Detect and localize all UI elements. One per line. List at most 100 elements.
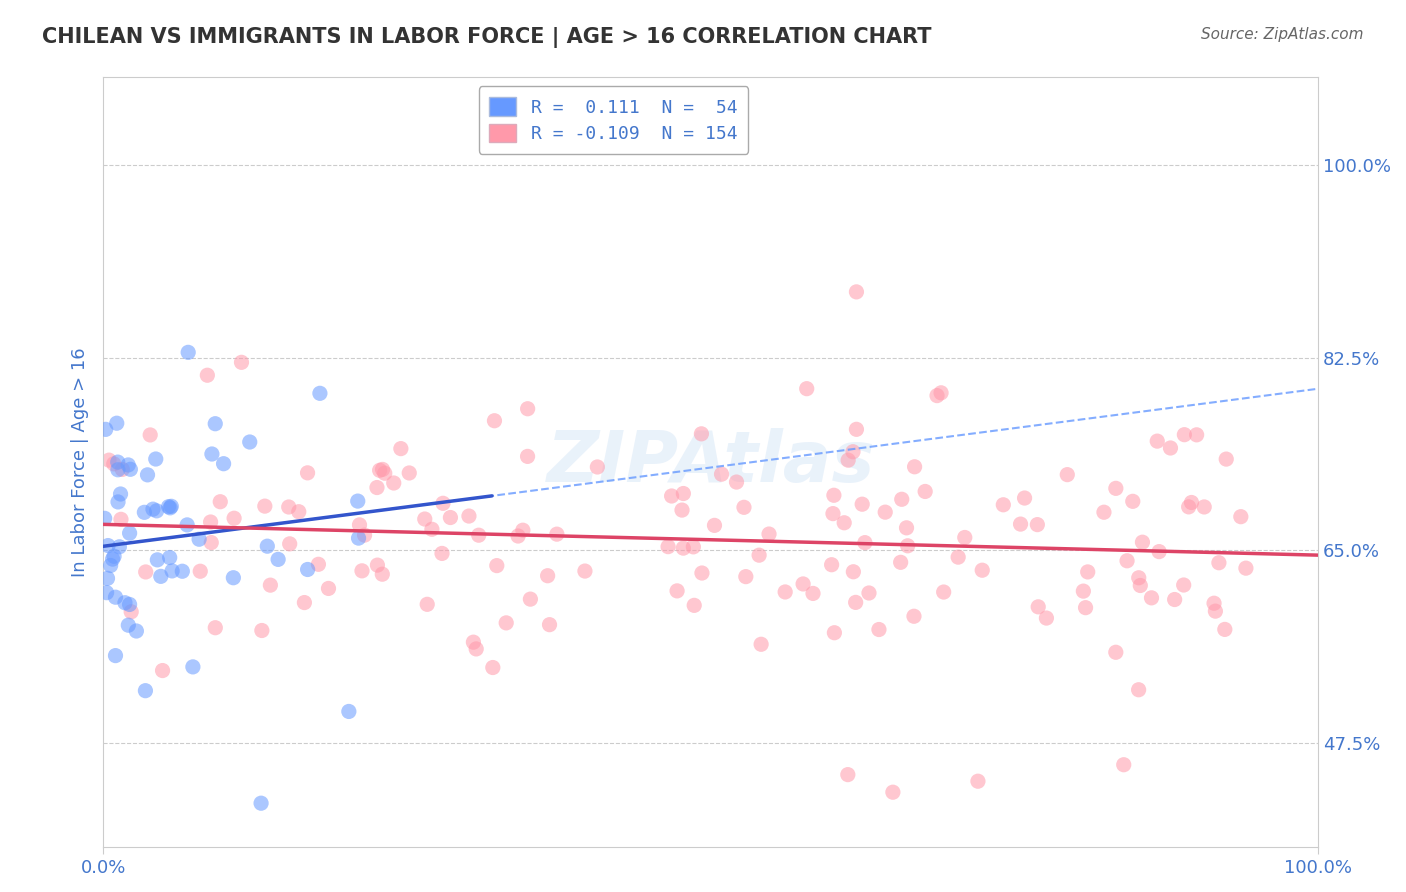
Immigrants	[366, 481, 388, 495]
Text: ZIPAtlas: ZIPAtlas	[547, 428, 875, 497]
Immigrants	[1026, 599, 1049, 614]
Immigrants	[152, 664, 174, 678]
Chileans	[142, 502, 165, 516]
Immigrants	[253, 499, 276, 513]
Chileans	[160, 564, 183, 578]
Chileans	[94, 422, 117, 436]
Chileans	[107, 463, 129, 477]
Immigrants	[465, 641, 488, 656]
Immigrants	[946, 550, 969, 565]
Chileans	[96, 585, 118, 599]
Immigrants	[484, 414, 506, 428]
Immigrants	[823, 488, 845, 502]
Immigrants	[231, 355, 253, 369]
Chileans	[188, 533, 211, 547]
Immigrants	[374, 467, 396, 481]
Immigrants	[209, 494, 232, 508]
Immigrants	[371, 567, 394, 582]
Immigrants	[516, 450, 538, 464]
Chileans	[157, 500, 180, 514]
Immigrants	[875, 505, 897, 519]
Immigrants	[671, 503, 693, 517]
Immigrants	[458, 509, 481, 524]
Immigrants	[111, 462, 134, 476]
Text: Source: ZipAtlas.com: Source: ZipAtlas.com	[1201, 27, 1364, 42]
Immigrants	[413, 512, 436, 526]
Chileans	[117, 458, 139, 472]
Immigrants	[903, 609, 925, 624]
Immigrants	[546, 527, 568, 541]
Immigrants	[1204, 604, 1226, 618]
Chileans	[256, 539, 278, 553]
Immigrants	[845, 422, 868, 436]
Immigrants	[1074, 600, 1097, 615]
Immigrants	[868, 623, 890, 637]
Immigrants	[350, 564, 373, 578]
Chileans	[120, 462, 142, 476]
Immigrants	[972, 563, 994, 577]
Immigrants	[1230, 509, 1253, 524]
Chileans	[160, 500, 183, 514]
Immigrants	[353, 528, 375, 542]
Chileans	[267, 552, 290, 566]
Immigrants	[297, 466, 319, 480]
Immigrants	[135, 565, 157, 579]
Immigrants	[851, 497, 873, 511]
Immigrants	[758, 527, 780, 541]
Y-axis label: In Labor Force | Age > 16: In Labor Force | Age > 16	[72, 348, 89, 577]
Chileans	[346, 494, 368, 508]
Immigrants	[120, 605, 142, 619]
Chileans	[103, 549, 125, 564]
Chileans	[110, 487, 132, 501]
Immigrants	[389, 442, 412, 456]
Immigrants	[657, 540, 679, 554]
Chileans	[96, 571, 118, 585]
Immigrants	[1077, 565, 1099, 579]
Immigrants	[690, 566, 713, 580]
Immigrants	[932, 585, 955, 599]
Immigrants	[993, 498, 1015, 512]
Immigrants	[845, 285, 868, 299]
Immigrants	[110, 512, 132, 526]
Text: CHILEAN VS IMMIGRANTS IN LABOR FORCE | AGE > 16 CORRELATION CHART: CHILEAN VS IMMIGRANTS IN LABOR FORCE | A…	[42, 27, 932, 48]
Immigrants	[307, 558, 329, 572]
Chileans	[149, 569, 172, 583]
Immigrants	[821, 507, 844, 521]
Immigrants	[823, 625, 845, 640]
Immigrants	[1092, 505, 1115, 519]
Immigrants	[749, 637, 772, 651]
Immigrants	[897, 539, 920, 553]
Immigrants	[842, 444, 865, 458]
Immigrants	[734, 569, 756, 583]
Immigrants	[853, 535, 876, 549]
Immigrants	[896, 521, 918, 535]
Immigrants	[1105, 645, 1128, 659]
Immigrants	[733, 500, 755, 515]
Immigrants	[495, 615, 517, 630]
Immigrants	[1202, 596, 1225, 610]
Immigrants	[398, 466, 420, 480]
Immigrants	[1173, 578, 1195, 592]
Immigrants	[703, 518, 725, 533]
Chileans	[104, 591, 127, 605]
Immigrants	[1180, 495, 1202, 509]
Immigrants	[430, 546, 453, 560]
Immigrants	[837, 767, 859, 781]
Immigrants	[224, 511, 246, 525]
Immigrants	[371, 462, 394, 476]
Chileans	[134, 683, 156, 698]
Immigrants	[842, 565, 865, 579]
Immigrants	[882, 785, 904, 799]
Immigrants	[967, 774, 990, 789]
Immigrants	[277, 500, 299, 514]
Immigrants	[1140, 591, 1163, 605]
Immigrants	[710, 467, 733, 482]
Immigrants	[929, 385, 952, 400]
Immigrants	[420, 522, 443, 536]
Immigrants	[1163, 592, 1185, 607]
Chileans	[250, 796, 273, 810]
Chileans	[107, 455, 129, 469]
Immigrants	[953, 531, 976, 545]
Chileans	[97, 539, 120, 553]
Chileans	[105, 416, 128, 430]
